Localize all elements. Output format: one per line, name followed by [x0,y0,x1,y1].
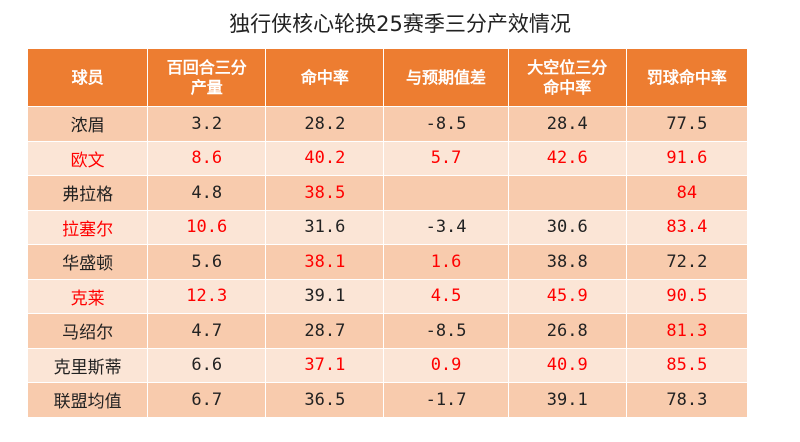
table-row: 弗拉格 4.8 38.5 84 [26,175,749,211]
stat-cell: 12.3 [147,278,267,314]
stat-cell: 0.9 [383,347,509,383]
stat-cell: 39.1 [265,278,385,314]
stat-cell: 4.8 [147,175,267,211]
stat-cell: 81.3 [625,313,749,349]
stat-cell: 72.2 [625,244,749,280]
stat-cell: 40.9 [507,347,627,383]
player-name-cell: 华盛顿 [26,244,149,280]
column-header: 百回合三分 产量 [147,48,267,107]
page-title: 独行侠核心轮换25赛季三分产效情况 [229,12,571,36]
stat-cell: 37.1 [265,347,385,383]
player-name-cell: 浓眉 [26,106,149,142]
column-header: 命中率 [265,48,385,107]
stat-cell: 36.5 [265,382,385,418]
stat-cell: 42.6 [507,140,627,176]
player-name-cell: 弗拉格 [26,175,149,211]
table-row: 克里斯蒂 6.6 37.1 0.9 40.9 85.5 [26,347,749,383]
stat-cell: 84 [625,175,749,211]
stat-cell: 91.6 [625,140,749,176]
stat-cell: 28.2 [265,106,385,142]
stat-cell: 38.5 [265,175,385,211]
stat-cell: 78.3 [625,382,749,418]
table-row: 拉塞尔 10.6 31.6 -3.4 30.6 83.4 [26,209,749,245]
column-header: 罚球命中率 [625,48,749,107]
stat-cell: 4.7 [147,313,267,349]
player-name-cell: 联盟均值 [26,382,149,418]
stat-cell: 83.4 [625,209,749,245]
table-row: 欧文 8.6 40.2 5.7 42.6 91.6 [26,140,749,176]
player-name-cell: 克莱 [26,278,149,314]
stat-cell: 39.1 [507,382,627,418]
stat-cell: 85.5 [625,347,749,383]
stat-cell: 6.6 [147,347,267,383]
stat-cell: 5.7 [383,140,509,176]
stat-cell: -8.5 [383,313,509,349]
player-name-cell: 拉塞尔 [26,209,149,245]
stat-cell: 90.5 [625,278,749,314]
stat-cell [507,175,627,211]
header-row: 球员 百回合三分 产量 命中率 与预期值差 大空位三分 命中率 罚球命中率 [26,48,749,107]
stat-cell: -8.5 [383,106,509,142]
stat-cell: 30.6 [507,209,627,245]
stat-cell: 28.7 [265,313,385,349]
table-row: 马绍尔 4.7 28.7 -8.5 26.8 81.3 [26,313,749,349]
table-header: 球员 百回合三分 产量 命中率 与预期值差 大空位三分 命中率 罚球命中率 [26,48,749,107]
stat-cell: 6.7 [147,382,267,418]
table-body: 浓眉 3.2 28.2 -8.5 28.4 77.5 欧文 8.6 40.2 5.7 42.6 91.… [26,106,749,418]
stat-cell: 77.5 [625,106,749,142]
stat-cell: 5.6 [147,244,267,280]
stat-cell: 45.9 [507,278,627,314]
column-header: 球员 [26,48,149,107]
stats-table: 球员 百回合三分 产量 命中率 与预期值差 大空位三分 命中率 罚球命中率 浓眉 3.2 28.2… [26,48,749,418]
stat-cell: 10.6 [147,209,267,245]
stat-cell: 40.2 [265,140,385,176]
table-row: 浓眉 3.2 28.2 -8.5 28.4 77.5 [26,106,749,142]
stat-cell: 1.6 [383,244,509,280]
stat-cell: 38.1 [265,244,385,280]
player-name-cell: 欧文 [26,140,149,176]
column-header: 大空位三分 命中率 [507,48,627,107]
stat-cell: 8.6 [147,140,267,176]
stat-cell: 3.2 [147,106,267,142]
stat-cell: 31.6 [265,209,385,245]
stat-cell [383,175,509,211]
table-row: 克莱 12.3 39.1 4.5 45.9 90.5 [26,278,749,314]
stat-cell: 38.8 [507,244,627,280]
stat-cell: -3.4 [383,209,509,245]
player-name-cell: 克里斯蒂 [26,347,149,383]
table-row: 联盟均值 6.7 36.5 -1.7 39.1 78.3 [26,382,749,418]
column-header: 与预期值差 [383,48,509,107]
stat-cell: 4.5 [383,278,509,314]
stat-cell: 28.4 [507,106,627,142]
table-row: 华盛顿 5.6 38.1 1.6 38.8 72.2 [26,244,749,280]
stat-cell: 26.8 [507,313,627,349]
stat-cell: -1.7 [383,382,509,418]
player-name-cell: 马绍尔 [26,313,149,349]
